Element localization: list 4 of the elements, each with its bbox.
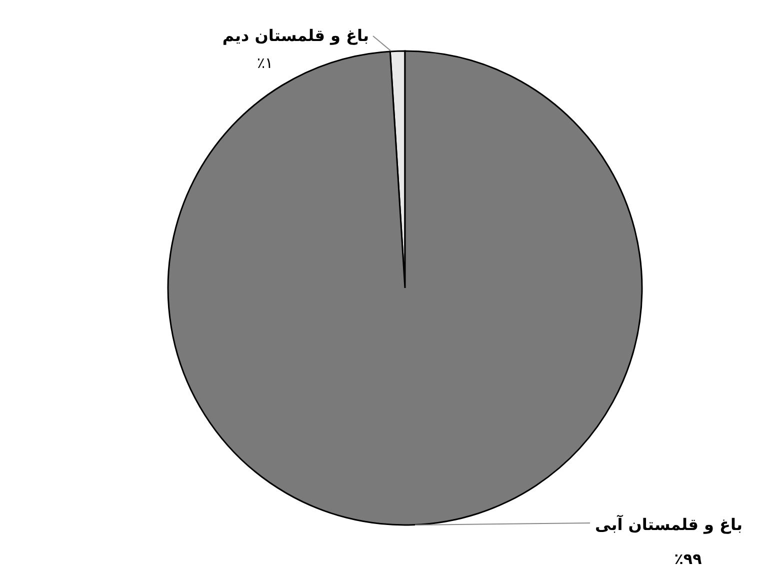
data-label: ٪۹۹ xyxy=(674,550,702,568)
slice-label: باغ و قلمستان آبی xyxy=(595,514,742,534)
data-label: ٪۱ xyxy=(256,54,274,72)
slice-label: باغ و قلمستان دیم xyxy=(222,26,369,45)
